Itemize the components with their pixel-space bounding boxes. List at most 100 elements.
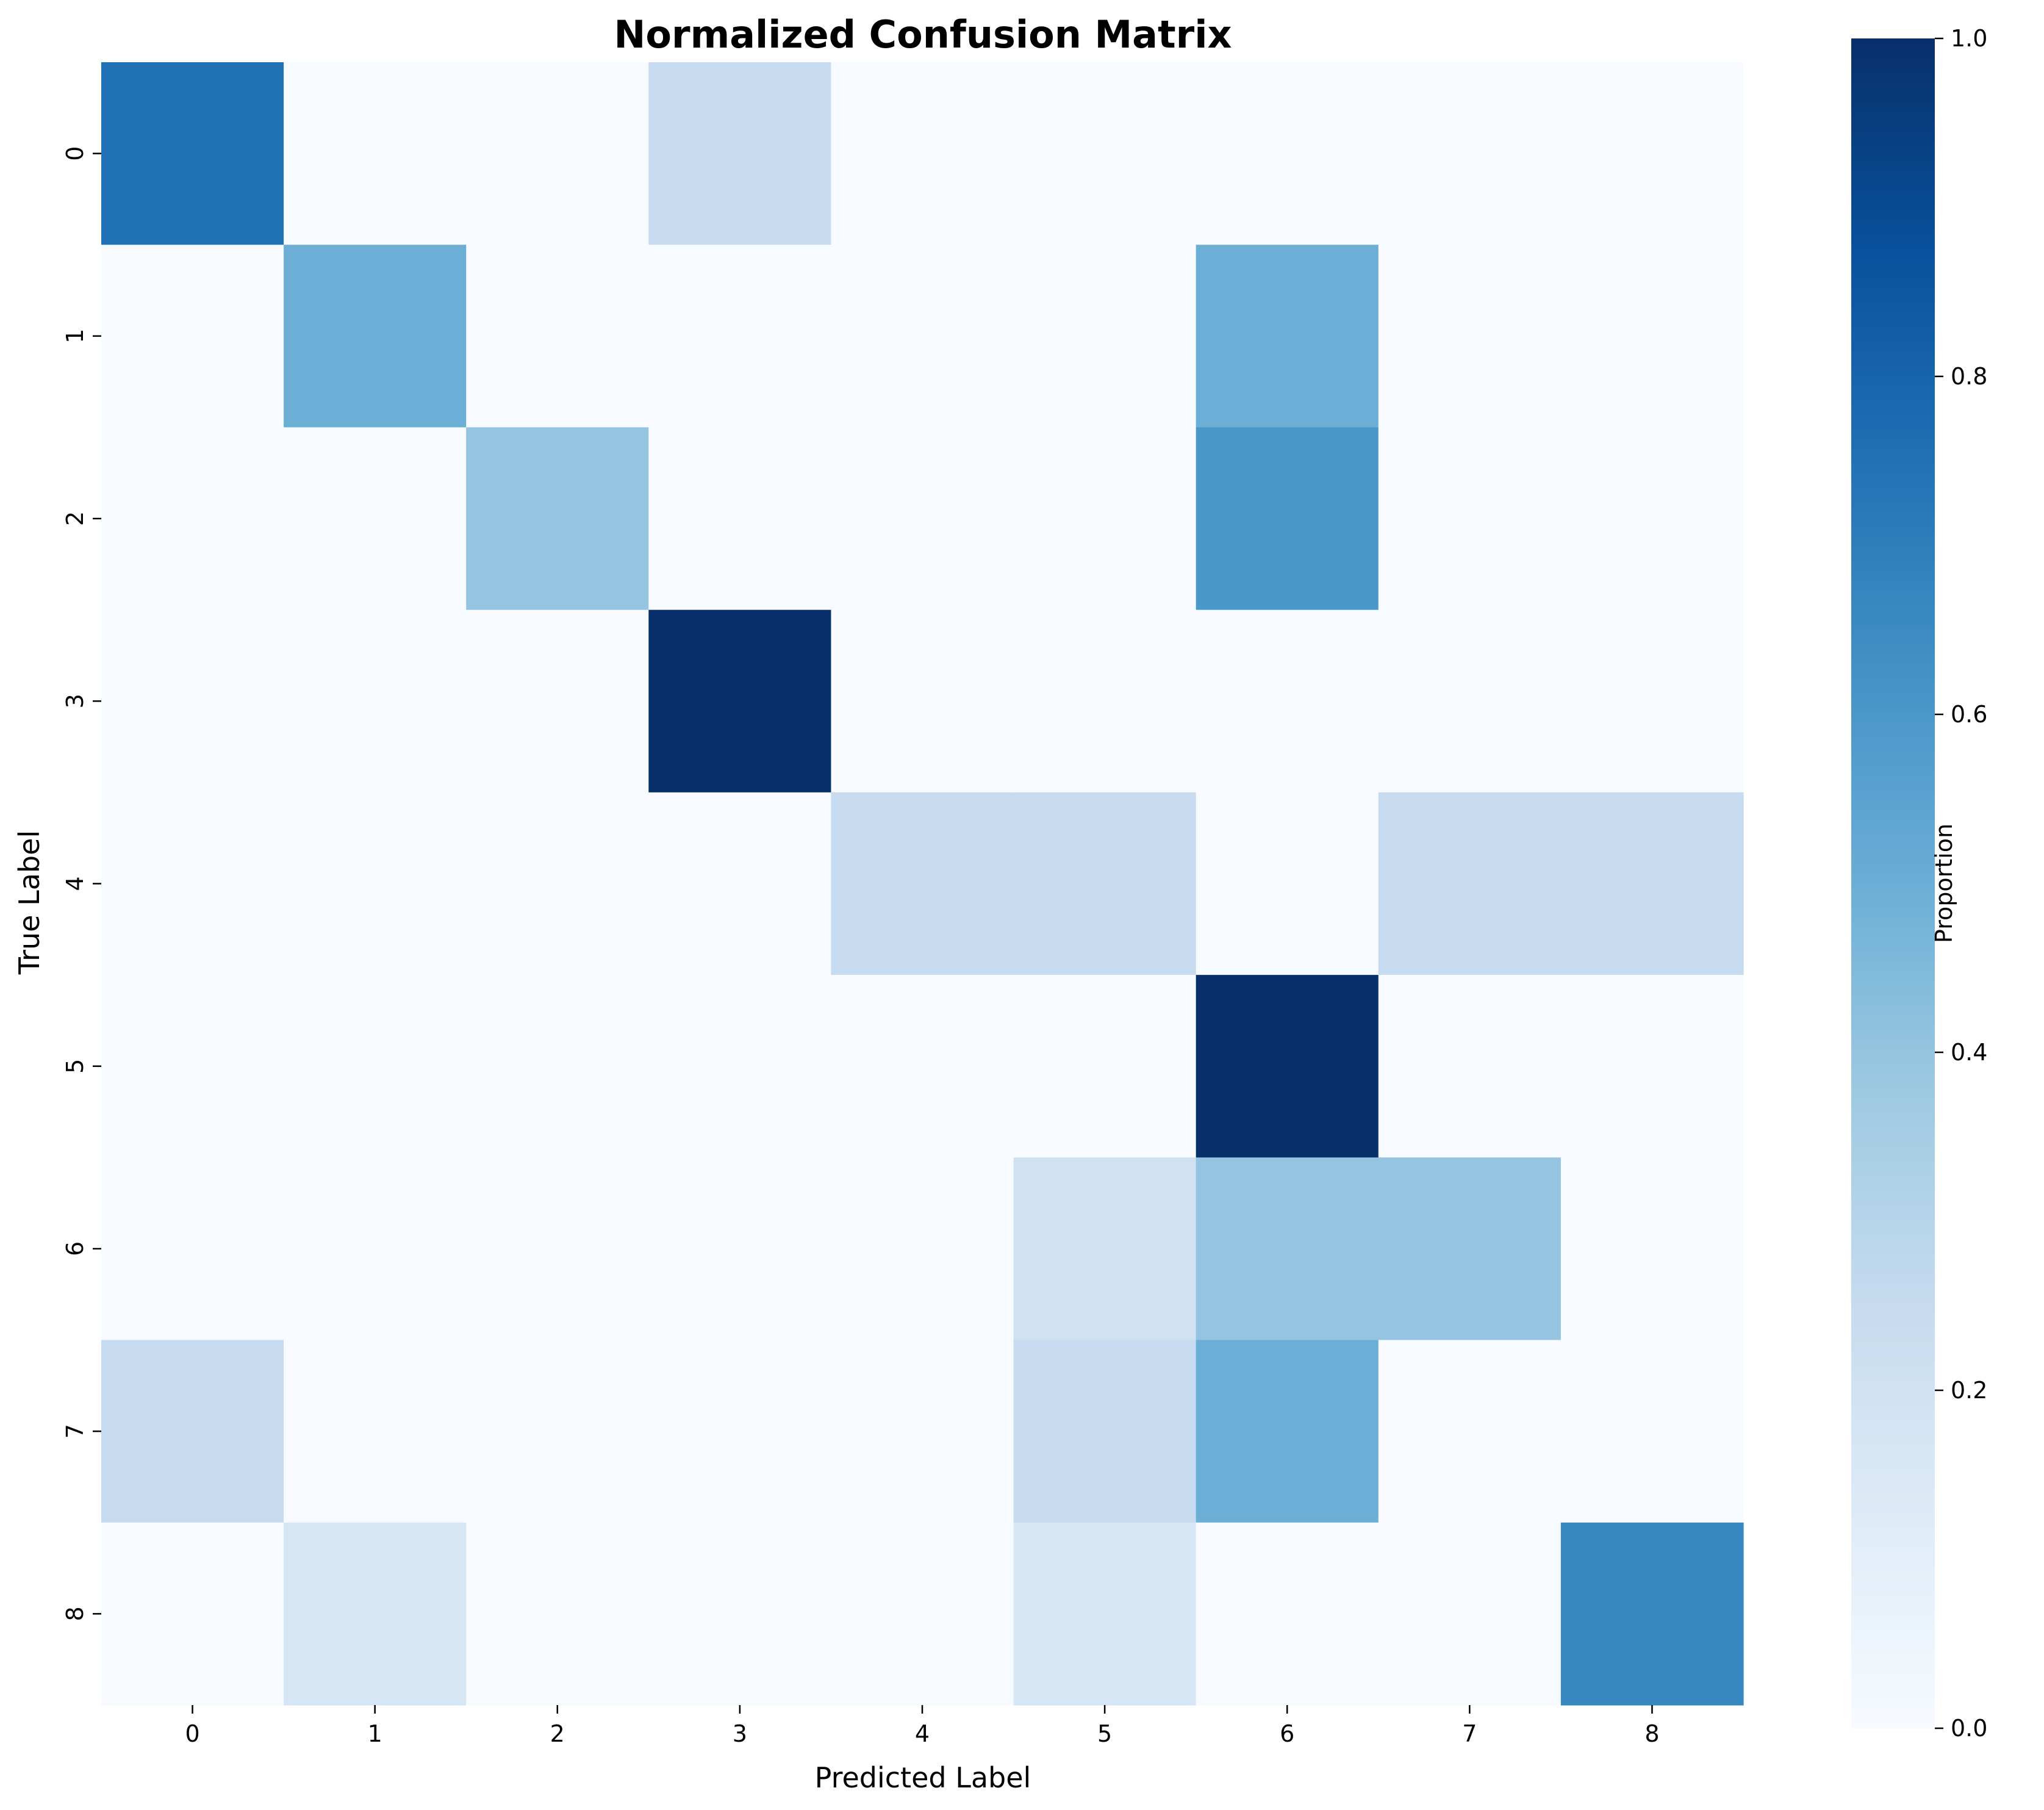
heatmap-cell-0-2 <box>466 62 649 245</box>
heatmap-cell-2-2 <box>466 427 649 611</box>
heatmap-cell-7-8 <box>1560 1340 1744 1523</box>
heatmap-cell-7-5 <box>1013 1340 1197 1523</box>
heatmap-cell-1-2 <box>466 245 649 428</box>
heatmap-cell-4-7 <box>1378 792 1562 975</box>
heatmap-cell-5-1 <box>284 975 467 1158</box>
y-tick-label: 6 <box>62 1241 88 1256</box>
heatmap-cell-0-8 <box>1560 62 1744 245</box>
colorbar-tick-label: 0.0 <box>1951 1715 1987 1742</box>
heatmap-cell-7-0 <box>101 1340 284 1523</box>
heatmap-cell-2-5 <box>1013 427 1197 611</box>
heatmap-cell-8-1 <box>284 1522 467 1706</box>
x-axis-label: Predicted Label <box>815 1761 1031 1794</box>
heatmap-cell-1-3 <box>648 245 832 428</box>
heatmap-cell-6-0 <box>101 1157 284 1341</box>
heatmap-cell-4-0 <box>101 792 284 975</box>
heatmap-cell-3-8 <box>1560 609 1744 793</box>
heatmap-cell-8-3 <box>648 1522 832 1706</box>
heatmap-cell-5-7 <box>1378 975 1562 1158</box>
heatmap-cell-3-3 <box>648 609 832 793</box>
heatmap-cell-2-6 <box>1196 427 1379 611</box>
heatmap-cell-0-0 <box>101 62 284 245</box>
heatmap-cell-4-3 <box>648 792 832 975</box>
x-tick-label: 8 <box>1644 1720 1659 1747</box>
x-axis-ticks: 0 1 2 3 4 5 6 7 8 <box>185 1705 1660 1747</box>
heatmap-cell-1-5 <box>1013 245 1197 428</box>
heatmap-cell-6-1 <box>284 1157 467 1341</box>
y-axis-label: True Label <box>13 830 46 975</box>
heatmap-cell-2-4 <box>831 427 1014 611</box>
x-tick-label: 5 <box>1097 1720 1112 1747</box>
heatmap-cell-8-4 <box>831 1522 1014 1706</box>
heatmap-cell-7-7 <box>1378 1340 1562 1523</box>
heatmap-cell-0-5 <box>1013 62 1197 245</box>
heatmap-cell-5-5 <box>1013 975 1197 1158</box>
heatmap-cell-4-6 <box>1196 792 1379 975</box>
heatmap-cell-7-1 <box>284 1340 467 1523</box>
heatmap-cell-5-8 <box>1560 975 1744 1158</box>
heatmap-cell-0-7 <box>1378 62 1562 245</box>
heatmap-cell-1-6 <box>1196 245 1379 428</box>
x-tick-label: 2 <box>550 1720 565 1747</box>
heatmap-cell-4-1 <box>284 792 467 975</box>
heatmap-cells <box>101 62 1744 1706</box>
heatmap-cell-4-8 <box>1560 792 1744 975</box>
heatmap-cell-2-3 <box>648 427 832 611</box>
heatmap-cell-3-7 <box>1378 609 1562 793</box>
heatmap-cell-5-2 <box>466 975 649 1158</box>
heatmap-cell-6-6 <box>1196 1157 1379 1341</box>
colorbar-tick-label: 0.4 <box>1951 1039 1987 1066</box>
heatmap-cell-3-6 <box>1196 609 1379 793</box>
colorbar-tick-label: 0.2 <box>1951 1377 1987 1404</box>
heatmap-cell-0-3 <box>648 62 832 245</box>
heatmap-cell-3-1 <box>284 609 467 793</box>
y-tick-label: 4 <box>62 876 88 891</box>
colorbar-tick-label: 0.6 <box>1951 701 1987 728</box>
colorbar: 0.0 0.2 0.4 0.6 0.8 1.0 <box>1851 25 1987 1742</box>
heatmap-cell-6-8 <box>1560 1157 1744 1341</box>
heatmap-cell-7-3 <box>648 1340 832 1523</box>
heatmap-cell-8-6 <box>1196 1522 1379 1706</box>
x-tick-label: 3 <box>733 1720 747 1747</box>
y-tick-label: 0 <box>62 146 88 161</box>
x-tick-label: 4 <box>915 1720 930 1747</box>
heatmap-cell-1-8 <box>1560 245 1744 428</box>
x-tick-label: 7 <box>1462 1720 1477 1747</box>
y-tick-label: 3 <box>62 694 88 708</box>
y-tick-label: 7 <box>62 1424 88 1438</box>
y-tick-label: 2 <box>62 511 88 526</box>
heatmap-cell-6-2 <box>466 1157 649 1341</box>
heatmap-cell-5-4 <box>831 975 1014 1158</box>
heatmap-cell-8-2 <box>466 1522 649 1706</box>
heatmap-cell-7-4 <box>831 1340 1014 1523</box>
heatmap-cell-1-4 <box>831 245 1014 428</box>
y-tick-label: 8 <box>62 1606 88 1621</box>
heatmap-cell-2-7 <box>1378 427 1562 611</box>
heatmap-cell-4-5 <box>1013 792 1197 975</box>
heatmap-cell-8-7 <box>1378 1522 1562 1706</box>
heatmap-cell-6-5 <box>1013 1157 1197 1341</box>
heatmap-cell-6-7 <box>1378 1157 1562 1341</box>
heatmap-cell-1-0 <box>101 245 284 428</box>
heatmap-cell-5-3 <box>648 975 832 1158</box>
chart-title: Normalized Confusion Matrix <box>614 12 1232 57</box>
heatmap-cell-3-4 <box>831 609 1014 793</box>
heatmap-cell-8-5 <box>1013 1522 1197 1706</box>
heatmap-cell-3-5 <box>1013 609 1197 793</box>
heatmap-cell-5-0 <box>101 975 284 1158</box>
heatmap-cell-8-0 <box>101 1522 284 1706</box>
heatmap-cell-8-8 <box>1560 1522 1744 1706</box>
heatmap-cell-7-2 <box>466 1340 649 1523</box>
x-tick-label: 6 <box>1280 1720 1294 1747</box>
x-tick-label: 0 <box>185 1720 199 1747</box>
heatmap-cell-3-0 <box>101 609 284 793</box>
heatmap-cell-0-6 <box>1196 62 1379 245</box>
heatmap-cell-4-4 <box>831 792 1014 975</box>
y-tick-label: 5 <box>62 1059 88 1074</box>
heatmap-cell-6-3 <box>648 1157 832 1341</box>
x-tick-label: 1 <box>368 1720 382 1747</box>
heatmap-cell-0-1 <box>284 62 467 245</box>
colorbar-tick-label: 0.8 <box>1951 363 1987 390</box>
colorbar-tick-label: 1.0 <box>1951 25 1987 52</box>
